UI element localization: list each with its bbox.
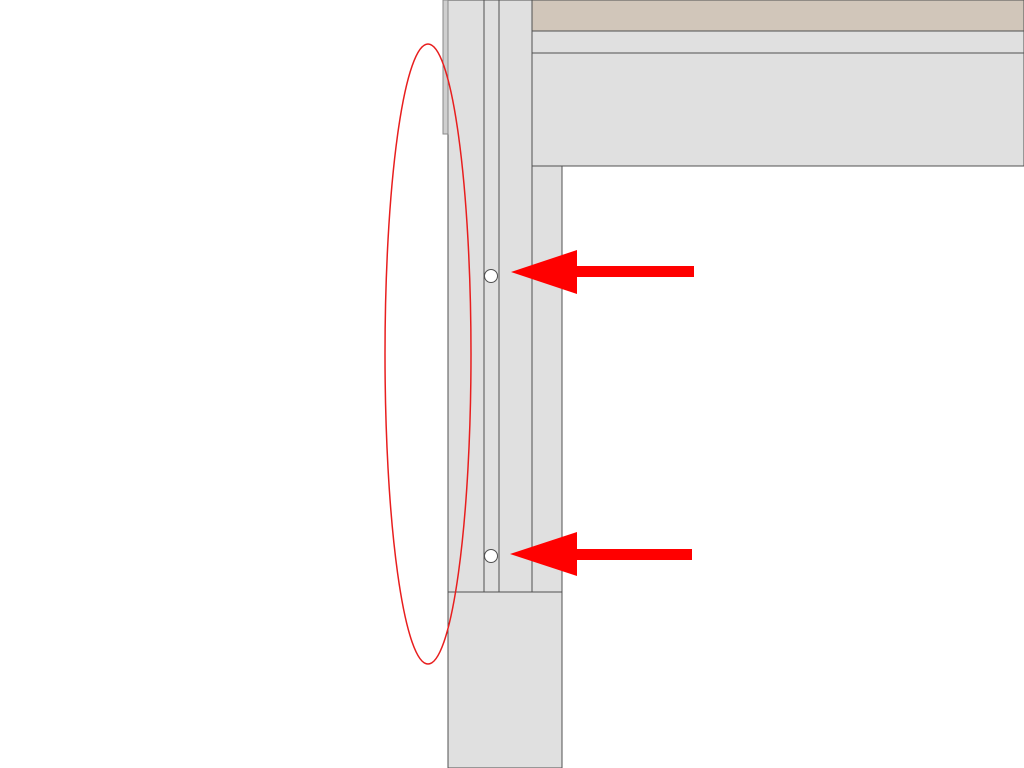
vertical-wall-lower <box>447 591 563 768</box>
frame-trim <box>442 0 449 135</box>
horizontal-beam <box>531 52 1024 167</box>
arrow-lower-shaft <box>574 549 692 560</box>
anchor-lower <box>484 549 498 563</box>
frame-inner-strip <box>498 0 533 593</box>
horizontal-strip <box>531 30 1024 54</box>
highlight-ellipse <box>384 43 472 665</box>
anchor-upper <box>484 269 498 283</box>
frame-middle-strip <box>483 0 500 593</box>
top-band <box>531 0 1024 32</box>
arrow-lower <box>510 532 692 576</box>
arrow-upper <box>511 250 694 294</box>
arrow-upper-shaft <box>574 266 694 277</box>
arrow-upper-head <box>511 250 577 294</box>
vertical-wall-right <box>531 165 563 593</box>
arrow-lower-head <box>510 532 577 576</box>
